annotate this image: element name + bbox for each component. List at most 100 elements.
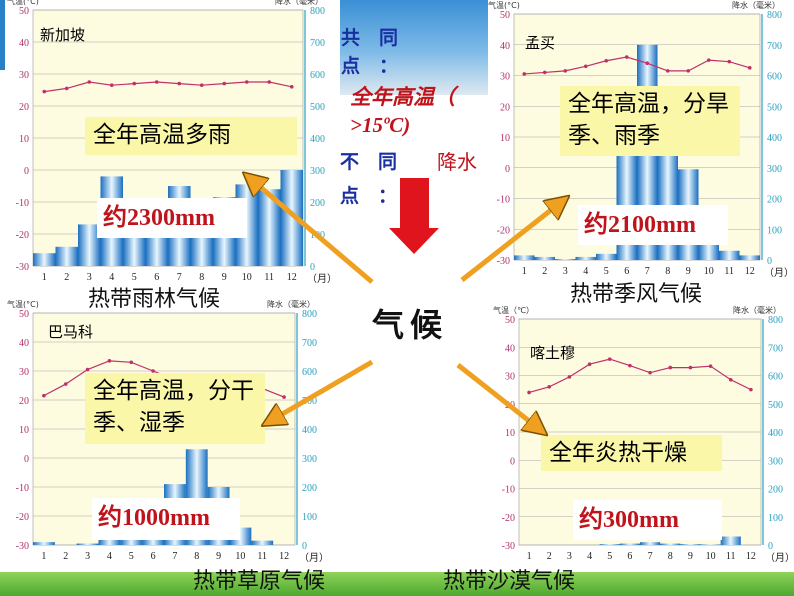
- month-label: 1: [41, 551, 46, 562]
- temp-tick-label: 10: [19, 134, 29, 145]
- precip-bar: [280, 170, 303, 266]
- month-label: 11: [724, 266, 734, 277]
- month-label: 8: [668, 551, 673, 562]
- temp-tick-label: 30: [500, 72, 510, 83]
- precip-tick-label: 500: [768, 400, 783, 411]
- month-label: 5: [607, 551, 612, 562]
- month-label: 9: [688, 551, 693, 562]
- precip-bar: [78, 224, 101, 266]
- month-label: 11: [264, 272, 274, 283]
- precip-tick-label: 200: [767, 195, 782, 206]
- precip-tick-label: 300: [310, 166, 325, 177]
- precip-tick-label: 700: [768, 343, 783, 354]
- temp-tick-label: 30: [19, 367, 29, 378]
- month-label: 2: [64, 272, 69, 283]
- temp-point: [42, 89, 47, 94]
- precip-tick-label: 800: [310, 6, 325, 17]
- precip-axis-label: 降水（毫米）: [732, 0, 780, 10]
- precip-tick-label: 100: [768, 513, 783, 524]
- month-label: 6: [624, 266, 629, 277]
- arrow-to-desert: [456, 363, 538, 428]
- precip-tick-label: 700: [310, 38, 325, 49]
- temp-point: [604, 58, 609, 63]
- temp-axis-label: 气温(°C): [488, 0, 520, 10]
- temp-point: [688, 365, 693, 370]
- precip-bar: [55, 246, 78, 266]
- temp-tick-label: -20: [16, 230, 29, 241]
- precip-bar: [739, 255, 760, 260]
- month-label: 9: [216, 551, 221, 562]
- temp-point: [109, 83, 114, 87]
- temp-point: [87, 80, 92, 84]
- month-label: 11: [257, 551, 267, 562]
- temp-tick-label: 20: [19, 396, 29, 407]
- precip-bar: [555, 259, 576, 260]
- precip-bar: [514, 255, 535, 260]
- climate-note: 全年高温多雨: [85, 117, 297, 155]
- temp-tick-label: -10: [502, 485, 515, 496]
- temp-point: [645, 61, 650, 65]
- temp-tick-label: 10: [19, 425, 29, 436]
- precip-bar: [698, 241, 719, 260]
- month-label: 4: [107, 551, 112, 562]
- precip-bar: [700, 544, 721, 545]
- precip-amount: 约2100mm: [578, 205, 728, 245]
- precip-tick-label: 0: [768, 541, 773, 552]
- precip-tick-label: 400: [302, 425, 317, 436]
- temp-point: [289, 85, 294, 89]
- temp-point: [42, 393, 46, 398]
- precip-tick-label: 800: [302, 309, 317, 320]
- precip-tick-label: 600: [767, 72, 782, 83]
- temp-tick-label: 50: [19, 6, 29, 17]
- temp-point: [527, 390, 531, 395]
- precip-tick-label: 400: [767, 133, 782, 144]
- temp-point: [282, 395, 286, 399]
- month-label: 7: [172, 551, 177, 562]
- temp-point: [85, 367, 90, 372]
- month-label: 11: [726, 551, 736, 562]
- temp-point: [129, 360, 134, 365]
- temp-point: [107, 359, 112, 363]
- precip-tick-label: 500: [767, 102, 782, 113]
- temp-point: [747, 66, 752, 70]
- month-label: 10: [235, 551, 245, 562]
- precip-tick-label: 200: [310, 198, 325, 209]
- month-label: 12: [746, 551, 756, 562]
- precip-tick-label: 800: [767, 10, 782, 21]
- precip-tick-label: 500: [302, 396, 317, 407]
- precip-bar: [599, 544, 620, 545]
- temp-tick-label: -30: [16, 262, 29, 273]
- month-label: 8: [665, 266, 670, 277]
- climate-title: 热带沙漠气候: [443, 569, 576, 594]
- temp-point: [154, 80, 159, 84]
- temp-point: [177, 81, 182, 86]
- precip-tick-label: 400: [310, 134, 325, 145]
- month-unit: （月）: [299, 552, 329, 564]
- precip-tick-label: 300: [768, 456, 783, 467]
- month-label: 8: [194, 551, 199, 562]
- precip-bar: [596, 253, 617, 260]
- temp-line: [524, 56, 750, 75]
- common-label: 点 ：: [341, 55, 399, 77]
- temp-tick-label: -10: [16, 483, 29, 494]
- temp-point: [706, 58, 711, 62]
- climate-title: 热带季风气候: [570, 282, 703, 307]
- temp-point: [547, 385, 552, 389]
- station-name: 新加坡: [40, 26, 86, 44]
- climate-note: 全年高温，分旱季、雨季: [560, 86, 740, 156]
- month-label: 8: [199, 272, 204, 283]
- precip-tick-label: 200: [302, 483, 317, 494]
- temp-tick-label: 40: [505, 343, 515, 354]
- climate-note: 全年高温，分干季、湿季: [85, 373, 265, 444]
- precip-tick-label: 500: [310, 102, 325, 113]
- temp-axis-label: 气温(°C): [7, 299, 39, 309]
- temp-tick-label: -10: [16, 198, 29, 209]
- month-label: 7: [177, 272, 182, 283]
- temp-tick-label: 40: [500, 41, 510, 52]
- temp-point: [686, 69, 691, 73]
- climate-note: 全年炎热干燥: [541, 435, 722, 471]
- month-label: 12: [279, 551, 289, 562]
- temp-point: [727, 59, 732, 64]
- temp-point: [607, 357, 612, 361]
